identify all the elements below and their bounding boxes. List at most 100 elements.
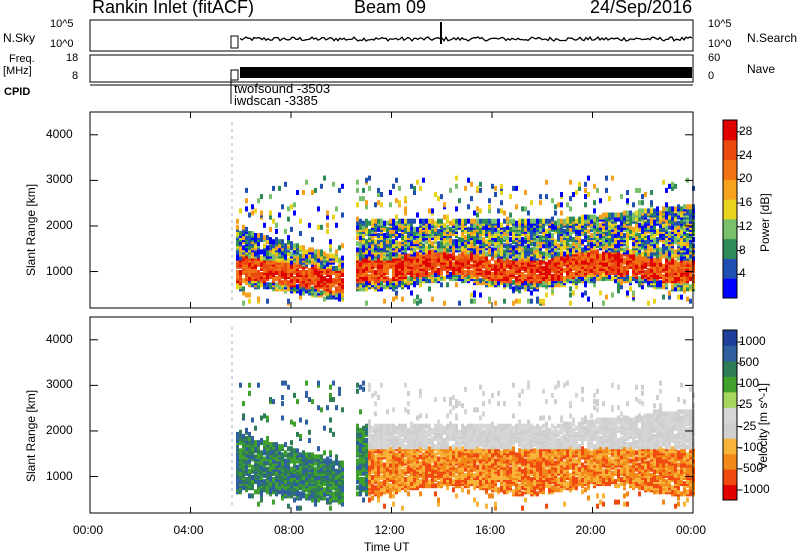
heat-cell: [689, 276, 692, 282]
heat-cell: [269, 477, 272, 482]
heat-cell: [668, 231, 671, 236]
heat-cell: [326, 228, 329, 234]
heat-cell: [308, 222, 311, 228]
heat-cell: [287, 446, 290, 452]
heat-cell: [332, 270, 335, 275]
heat-cell: [281, 483, 284, 489]
heat-cell: [248, 481, 251, 487]
heat-cell: [512, 280, 515, 286]
heat-cell: [287, 384, 290, 390]
heat-cell: [554, 239, 557, 245]
heat-cell: [578, 216, 581, 222]
heat-cell: [359, 477, 362, 482]
heat-cell: [323, 251, 326, 257]
heat-cell: [359, 384, 362, 390]
heat-cell: [263, 450, 266, 456]
heat-cell: [413, 298, 416, 304]
heat-cell: [362, 220, 365, 226]
heat-cell: [374, 261, 377, 267]
heat-cell: [587, 175, 590, 181]
heat-cell: [236, 485, 239, 491]
heat-cell: [689, 259, 692, 265]
heat-cell: [413, 218, 416, 224]
heat-cell: [473, 210, 476, 216]
heat-cell: [617, 239, 620, 245]
heat-cell: [677, 294, 680, 300]
heat-cell: [269, 237, 272, 243]
heat-cell: [317, 282, 320, 288]
nsky-tick-top: 10^5: [50, 18, 74, 30]
heat-cell: [437, 228, 440, 234]
heat-cell: [665, 202, 668, 208]
heat-cell: [362, 481, 365, 487]
heat-cell: [584, 194, 587, 200]
heat-cell: [338, 257, 341, 263]
heat-cell: [272, 477, 275, 482]
heat-cell: [284, 243, 287, 249]
heat-cell: [257, 241, 260, 247]
heat-cell: [317, 272, 320, 277]
heat-cell: [671, 249, 674, 255]
heat-cell: [248, 237, 251, 243]
heat-cell: [374, 423, 377, 429]
heat-cell: [308, 272, 311, 277]
heat-cell: [509, 259, 512, 265]
heat-cell: [584, 253, 587, 259]
heat-cell: [479, 218, 482, 224]
heat-cell: [647, 243, 650, 249]
heat-cell: [377, 497, 380, 503]
heat-cell: [374, 270, 377, 275]
heat-cell: [287, 452, 290, 458]
heat-cell: [440, 270, 443, 275]
heat-cell: [356, 382, 359, 388]
heat-cell: [329, 497, 332, 503]
heat-cell: [302, 190, 305, 195]
heat-cell: [296, 448, 299, 454]
heat-cell: [572, 237, 575, 243]
heat-cell: [278, 444, 281, 450]
heat-cell: [266, 436, 269, 441]
heat-cell: [356, 440, 359, 446]
heat-cell: [320, 259, 323, 265]
heat-cell: [272, 243, 275, 249]
heat-cell: [686, 222, 689, 228]
heat-cell: [278, 284, 281, 290]
heat-cell: [605, 175, 608, 181]
heat-cell: [257, 468, 260, 474]
heat-cell: [407, 241, 410, 247]
heat-cell: [317, 481, 320, 487]
heat-cell: [614, 212, 617, 218]
heat-cell: [236, 282, 239, 288]
heat-cell: [671, 224, 674, 230]
heat-cell: [638, 253, 641, 259]
heat-cell: [245, 257, 248, 263]
heat-cell: [656, 237, 659, 243]
heat-cell: [629, 214, 632, 220]
heat-cell: [242, 413, 245, 419]
heat-cell: [584, 214, 587, 220]
heat-cell: [629, 220, 632, 226]
heat-cell: [368, 419, 371, 425]
heat-cell: [653, 218, 656, 224]
heat-cell: [623, 247, 626, 253]
heat-cell: [482, 237, 485, 243]
heat-cell: [542, 265, 545, 271]
heat-cell: [581, 247, 584, 253]
heat-cell: [284, 479, 287, 485]
heat-cell: [650, 218, 653, 224]
heat-cell: [467, 233, 470, 238]
heat-cell: [356, 255, 359, 261]
heat-cell: [482, 241, 485, 247]
heat-cell: [308, 280, 311, 286]
heat-cell: [392, 183, 395, 189]
heat-cell: [581, 239, 584, 245]
heat-cell: [383, 485, 386, 491]
heat-cell: [269, 464, 272, 470]
heat-cell: [671, 257, 674, 263]
heat-cell: [275, 456, 278, 462]
heat-cell: [371, 452, 374, 458]
heat-cell: [632, 249, 635, 255]
heat-cell: [251, 475, 254, 480]
heat-cell: [275, 442, 278, 448]
heat-cell: [545, 261, 548, 267]
